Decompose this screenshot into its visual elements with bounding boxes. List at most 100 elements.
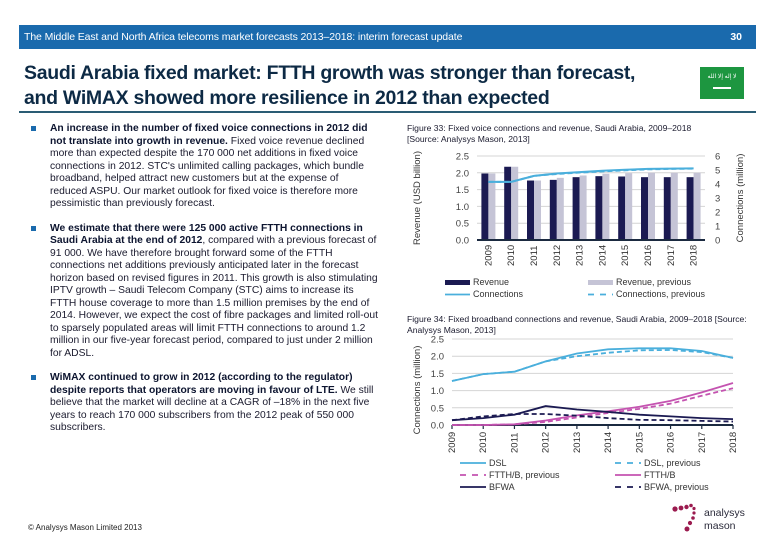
line-dsl (451, 347, 734, 382)
legend-label: Connections (473, 289, 524, 299)
bullet-text: , compared with a previous forecast of 9… (50, 235, 378, 359)
y-tick-label: 1.0 (456, 202, 469, 213)
bullet-text: Fixed voice revenue declined more than e… (50, 135, 365, 210)
saudi-flag-icon: لا إله إلا الله (700, 67, 744, 99)
logo-dot (684, 526, 690, 532)
bar-revenue (572, 177, 580, 240)
line-bfwa-previous (451, 413, 734, 423)
y-tick-label: 2.5 (456, 152, 469, 163)
legend-label: Revenue, previous (616, 277, 692, 287)
bar-revenue (527, 180, 534, 240)
x-tick-label: 2014 (597, 245, 608, 266)
bar-revenue (686, 177, 694, 240)
figure-34-source: [Source: Analysys Mason, 2013] (407, 314, 747, 335)
y2-tick-label: 3 (715, 194, 720, 205)
bar-revenue (663, 177, 671, 240)
figure-33-chart: 0.0 0.5 1.0 1.5 2.0 2.5 0 1 2 3 4 5 6 Revenue (USD bi… (412, 151, 746, 299)
y2-tick-label: 1 (715, 222, 720, 233)
logo-dot (692, 506, 696, 511)
y2-tick-label: 5 (715, 166, 720, 177)
y2-tick-label: 0 (715, 236, 720, 247)
bar-revenue-previous (648, 172, 655, 240)
bar-revenue (481, 173, 489, 240)
x-tick-label: 2015 (620, 245, 631, 266)
bullet-square-icon (31, 225, 36, 231)
x-tick-label: 2011 (509, 433, 520, 453)
logo-text-line2: mason (704, 520, 736, 532)
bar-revenue (595, 176, 603, 240)
figure-33-source: [Source: Analysys Mason, 2013] (407, 134, 530, 144)
bar-revenue (618, 176, 626, 240)
x-tick-label: 2013 (575, 245, 586, 266)
logo-dot (691, 516, 695, 520)
header-bar-right (506, 25, 756, 49)
x-tick-label: 2009 (483, 245, 494, 266)
flag-script: لا إله إلا الله (707, 74, 737, 80)
logo-text-line1: analysys (704, 507, 745, 519)
legend-label: BFWA, previous (644, 482, 709, 492)
y-tick-label: 0.5 (456, 219, 469, 230)
legend-swatch (588, 280, 613, 285)
legend-label: BFWA (489, 482, 515, 492)
slide-title: Saudi Arabia fixed market: FTTH growth w… (24, 61, 684, 111)
bullet-item: An increase in the number of fixed voice… (28, 123, 378, 211)
y-tick-label: 2.0 (456, 168, 469, 179)
logo-dot (672, 506, 678, 512)
bullet-item: We estimate that there were 125 000 acti… (28, 223, 378, 361)
y2-tick-label: 2 (715, 208, 720, 219)
bar-revenue-previous (534, 180, 541, 240)
y-tick-label: 2.5 (431, 335, 444, 346)
y-axis-label: Revenue (USD billion) (412, 151, 423, 245)
bar-revenue-previous (602, 173, 610, 240)
analysys-mason-logo: analysys mason (672, 503, 745, 532)
x-tick-label: 2016 (643, 245, 654, 266)
bar-revenue-previous (625, 173, 633, 240)
x-tick-label: 2014 (603, 432, 614, 453)
y-tick-label: 2.0 (431, 352, 444, 363)
logo-dot (684, 504, 689, 510)
bar-revenue-previous (693, 172, 701, 240)
bar-revenue (641, 177, 648, 240)
logo-dot (692, 511, 696, 515)
x-tick-label: 2010 (478, 432, 489, 453)
figure-33-caption: Figure 33: Fixed voice connections and r… (407, 123, 767, 145)
legend-label: DSL (489, 458, 507, 468)
bullet-bold: We estimate that there were 125 000 acti… (50, 222, 363, 247)
bullet-square-icon (31, 375, 36, 380)
bar-revenue (549, 179, 557, 240)
bullet-list: An increase in the number of fixed voice… (28, 123, 378, 447)
logo-dots-icon (672, 503, 696, 532)
copyright: © Analysys Mason Limited 2013 (28, 523, 142, 532)
x-tick-label: 2018 (728, 432, 739, 453)
line-bfwa (451, 405, 734, 422)
figure-34-title: Figure 34: Fixed broadband connections a… (407, 314, 713, 324)
slide-title-line2: and WiMAX showed more resilience in 2012… (24, 87, 550, 109)
x-tick-label: 2015 (634, 432, 645, 453)
y-tick-label: 0.5 (431, 403, 444, 414)
bar-revenue-previous (511, 166, 519, 240)
logo-dot (689, 503, 693, 508)
figure-34-caption: Figure 34: Fixed broadband connections a… (407, 314, 747, 336)
x-tick-label: 2010 (506, 245, 517, 266)
bar-revenue-previous (556, 177, 564, 240)
x-tick-label: 2012 (541, 432, 552, 453)
legend-label: Revenue (473, 277, 509, 287)
bullet-square-icon (31, 126, 36, 131)
y-axis-label: Connections (million) (412, 346, 423, 435)
logo-dot (678, 505, 684, 511)
x-tick-label: 2017 (697, 432, 708, 453)
y2-axis-label: Connections (million) (735, 154, 746, 243)
x-tick-label: 2013 (572, 432, 583, 453)
slide-title-line1: Saudi Arabia fixed market: FTTH growth w… (24, 62, 636, 84)
legend-label: DSL, previous (644, 458, 701, 468)
bar-revenue (504, 166, 512, 240)
bullet-bold: An increase in the number of fixed voice… (50, 123, 368, 147)
page-number: 30 (730, 31, 742, 43)
line-ftth-b-previous (452, 387, 734, 426)
y-tick-label: 1.0 (431, 386, 444, 397)
legend-label: FTTH/B (644, 470, 676, 480)
bullet-bold: WiMAX continued to grow in 2012 (accordi… (50, 372, 353, 396)
logo-dot (687, 520, 693, 526)
bullet-item: WiMAX continued to grow in 2012 (accordi… (28, 372, 378, 435)
y2-tick-label: 4 (715, 180, 720, 191)
